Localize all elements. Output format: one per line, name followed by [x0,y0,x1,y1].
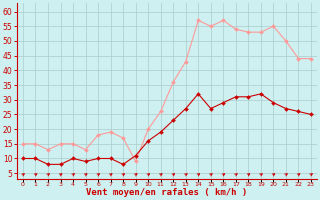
X-axis label: Vent moyen/en rafales ( km/h ): Vent moyen/en rafales ( km/h ) [86,188,248,197]
